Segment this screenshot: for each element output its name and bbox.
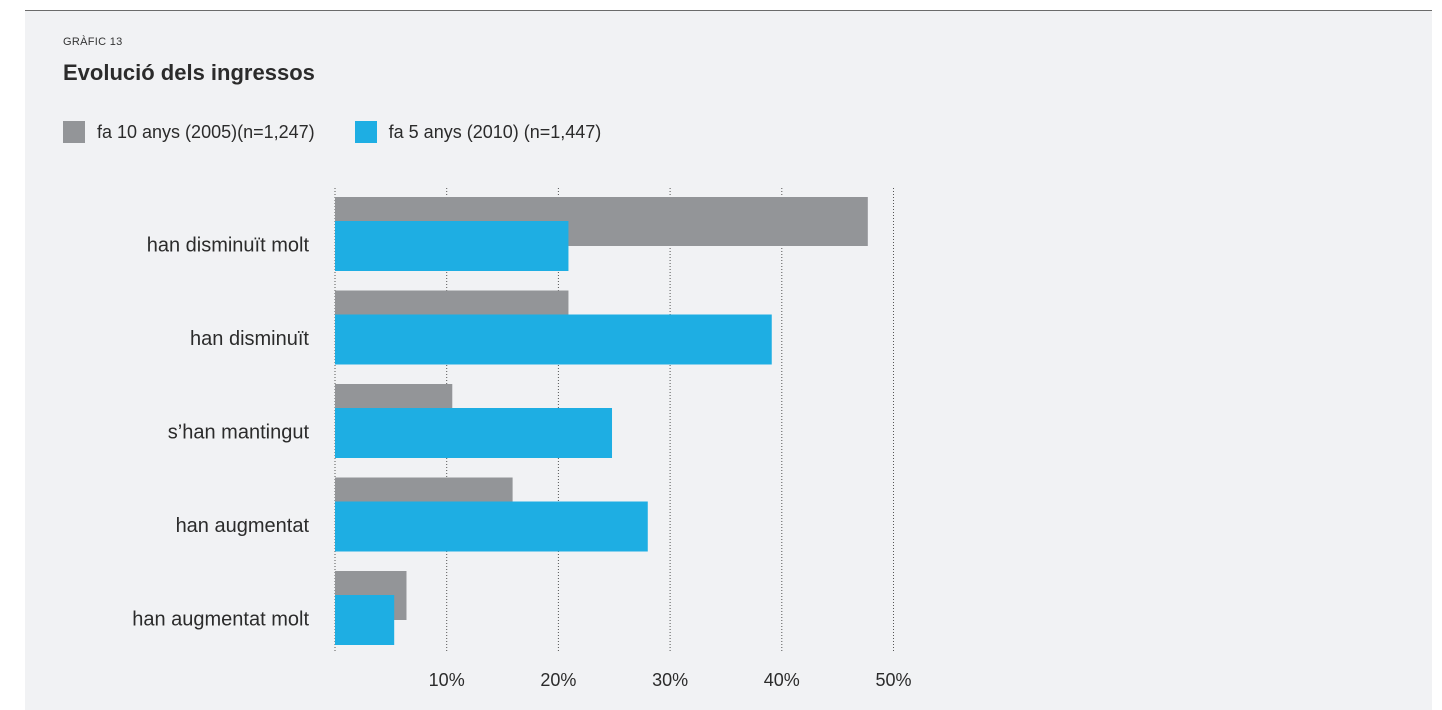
x-tick-label-20: 20%	[540, 670, 576, 690]
x-tick-label-10: 10%	[429, 670, 465, 690]
legend-label-2010: fa 5 anys (2010) (n=1,447)	[388, 121, 602, 142]
category-label-3: han augmentat	[176, 515, 310, 537]
chart-eyebrow: GRÀFIC 13	[63, 36, 123, 48]
bar-2010-4	[335, 595, 395, 645]
bar-2010-0	[335, 221, 569, 271]
x-tick-label-30: 30%	[652, 670, 688, 690]
legend-swatch-2005	[63, 121, 85, 143]
category-label-0: han disminuït molt	[147, 234, 310, 256]
bar-2010-1	[335, 314, 772, 365]
x-tick-label-50: 50%	[875, 670, 911, 690]
legend-item-2005: fa 10 anys (2005)(n=1,247)	[63, 121, 315, 143]
x-tick-label-40: 40%	[764, 670, 800, 690]
category-label-1: han disminuït	[190, 328, 309, 350]
chart-legend: fa 10 anys (2005)(n=1,247) fa 5 anys (20…	[63, 121, 641, 143]
legend-swatch-2010	[354, 121, 377, 143]
category-label-2: s’han mantingut	[168, 421, 310, 443]
bar-2010-3	[335, 501, 648, 552]
bar-2010-2	[335, 408, 613, 458]
chart-title: Evolució dels ingressos	[63, 60, 315, 85]
legend-item-2010: fa 5 anys (2010) (n=1,447)	[354, 121, 602, 143]
legend-label-2005: fa 10 anys (2005)(n=1,247)	[97, 121, 315, 142]
category-label-4: han augmentat molt	[132, 608, 309, 630]
